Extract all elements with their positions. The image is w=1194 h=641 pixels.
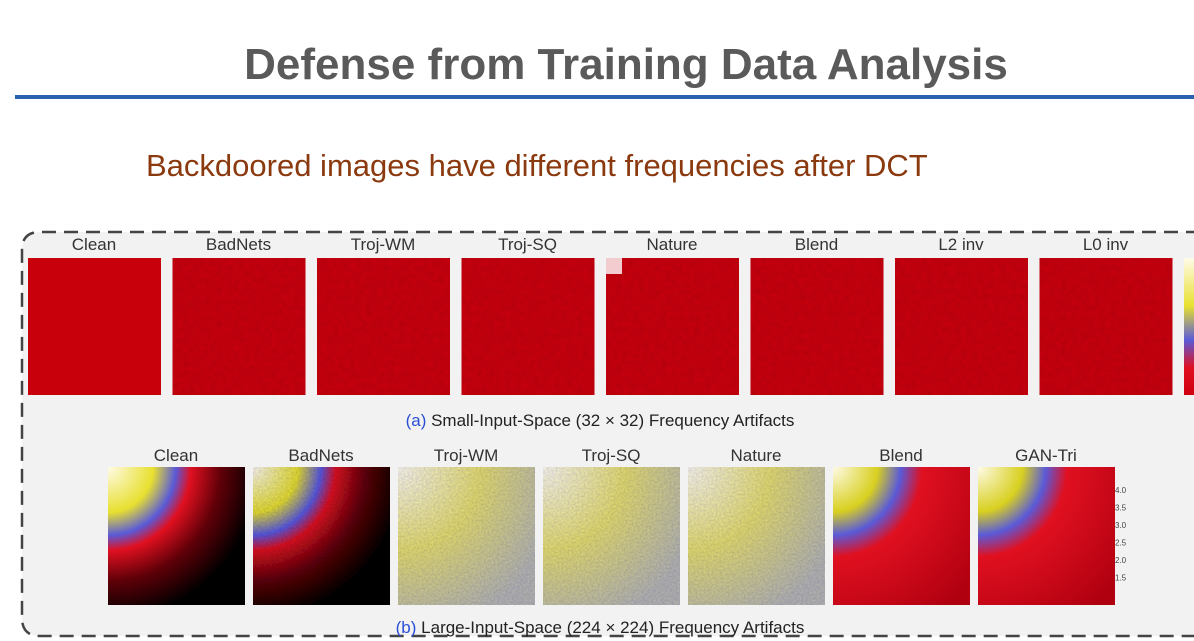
dct-image — [543, 467, 680, 605]
colorbar-label: 3.0 — [1115, 521, 1127, 530]
caption-a: (a) Small-Input-Space (32 × 32) Frequenc… — [406, 411, 795, 430]
image-label: Clean — [154, 446, 198, 465]
image-label: Blend — [879, 446, 922, 465]
image-label: GAN-Tri — [1015, 446, 1077, 465]
dct-image — [317, 258, 450, 395]
image-label: L0 inv — [1083, 235, 1129, 254]
slide-title: Defense from Training Data Analysis — [244, 40, 1008, 89]
dct-image — [28, 258, 161, 395]
colorbar-label: 3.5 — [1115, 504, 1127, 513]
dct-image — [606, 258, 739, 395]
colorbar-label: 2.5 — [1115, 539, 1127, 548]
dct-image — [750, 258, 884, 395]
image-label: Troj-WM — [434, 446, 499, 465]
dct-image — [461, 258, 595, 395]
dct-image — [895, 258, 1028, 395]
image-label: Blend — [795, 235, 838, 254]
dct-image — [253, 467, 390, 605]
image-label: Troj-WM — [351, 235, 416, 254]
dct-image — [398, 467, 535, 605]
image-label: L2 inv — [938, 235, 984, 254]
colorbar-a — [1184, 258, 1194, 395]
caption-text: Large-Input-Space (224 × 224) Frequency … — [421, 618, 804, 637]
caption-text: Small-Input-Space (32 × 32) Frequency Ar… — [431, 411, 794, 430]
caption-tag: (a) — [406, 411, 427, 430]
image-label: BadNets — [288, 446, 353, 465]
colorbar-label: 1.5 — [1115, 574, 1127, 583]
image-label: Troj-SQ — [498, 235, 557, 254]
dct-image — [172, 258, 306, 395]
caption-b: (b) Large-Input-Space (224 × 224) Freque… — [396, 618, 805, 637]
title-rule — [15, 95, 1194, 99]
image-label: Nature — [730, 446, 781, 465]
image-label: Nature — [646, 235, 697, 254]
image-label: BadNets — [206, 235, 271, 254]
dct-image — [688, 467, 825, 605]
image-label: Clean — [72, 235, 116, 254]
colorbar-label: 4.0 — [1115, 486, 1127, 495]
image-label: Troj-SQ — [582, 446, 641, 465]
subtitle: Backdoored images have different frequen… — [146, 148, 928, 183]
dct-image — [108, 467, 245, 605]
dct-image — [978, 467, 1115, 605]
caption-tag: (b) — [396, 618, 417, 637]
dct-image — [1039, 258, 1173, 395]
colorbar-label: 2.0 — [1115, 556, 1127, 565]
artifact — [606, 258, 622, 274]
dct-image — [833, 467, 970, 605]
